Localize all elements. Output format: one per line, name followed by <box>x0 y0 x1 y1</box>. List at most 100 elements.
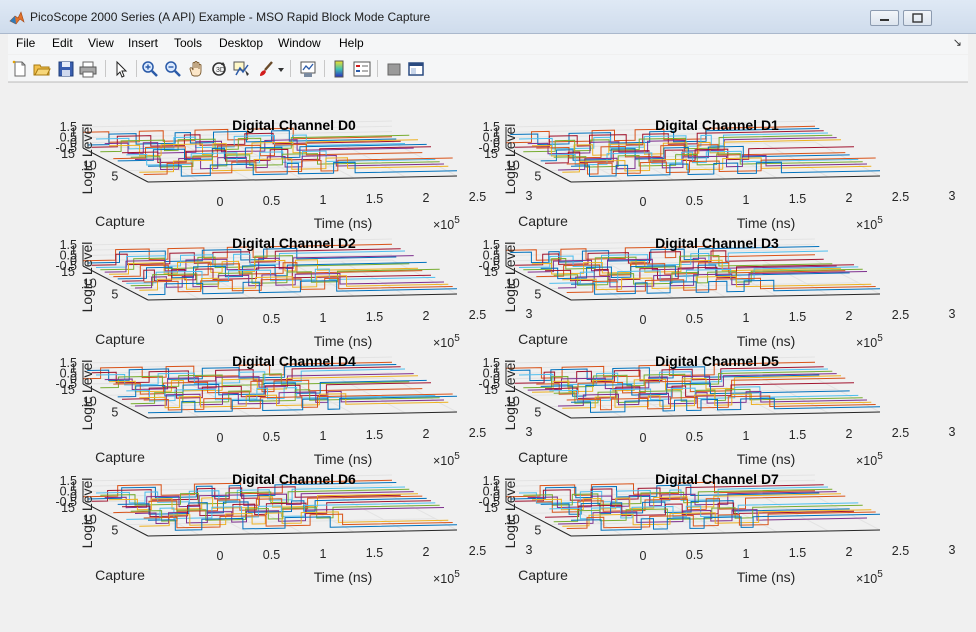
z-tick-label: -0.5 <box>55 259 77 273</box>
grid-line <box>505 356 816 364</box>
pan-hand-icon[interactable] <box>186 59 206 79</box>
x-axis-label: Time (ns) <box>737 333 796 349</box>
subplot-digital-channel-d1[interactable]: Digital Channel D1-0.500.511.5 Logic Leve… <box>478 117 955 232</box>
z-tick-label: 0.5 <box>60 249 77 263</box>
capture-trace-3 <box>557 154 868 171</box>
x-tick-label: 2 <box>423 427 430 441</box>
x-exponent-label: ×105 <box>856 333 883 350</box>
x-tick-label: 1 <box>320 429 327 443</box>
new-figure-icon[interactable] <box>10 59 30 79</box>
x-axis-line <box>147 293 458 301</box>
y-axis-label: Capture <box>518 213 568 229</box>
subplot-digital-channel-d5[interactable]: Digital Channel D5-0.500.511.5 Logic Leve… <box>478 353 955 468</box>
matlab-logo-icon <box>9 11 25 25</box>
open-file-icon[interactable] <box>32 59 52 79</box>
insert-colorbar-icon[interactable] <box>329 59 349 79</box>
grid-line <box>660 380 726 416</box>
plot-title: Digital Channel D6 <box>232 471 356 487</box>
menu-window[interactable]: Window <box>278 36 321 50</box>
capture-trace-15 <box>82 127 393 143</box>
subplot-digital-channel-d3[interactable]: Digital Channel D3-0.500.511.5 Logic Leve… <box>478 235 955 350</box>
link-plot-icon[interactable] <box>298 59 318 79</box>
grid-line <box>505 367 816 374</box>
capture-trace-14 <box>510 246 820 264</box>
x-tick-label: 2 <box>846 191 853 205</box>
x-tick-label: 1.5 <box>789 546 806 560</box>
subplot-digital-channel-d7[interactable]: Digital Channel D7-0.500.511.5 Logic Leve… <box>478 471 955 586</box>
capture-trace-15 <box>82 361 393 380</box>
capture-trace-10 <box>104 139 414 155</box>
capture-trace-8 <box>536 495 846 513</box>
capture-trace-0 <box>147 395 458 414</box>
edit-plot-arrow-icon[interactable] <box>111 59 131 79</box>
grid-line <box>505 249 816 256</box>
y-tick-label: 5 <box>111 524 118 538</box>
y-tick-label: 10 <box>83 512 97 526</box>
capture-trace-6 <box>121 146 432 164</box>
print-icon[interactable] <box>78 59 98 79</box>
subplot-digital-channel-d4[interactable]: Digital Channel D4-0.500.511.5 Logic Leve… <box>55 353 532 468</box>
z-tick-label: 1.5 <box>483 238 500 252</box>
x-tick-label: 0.5 <box>263 548 280 562</box>
rotate-3d-icon[interactable]: 3D <box>209 59 229 79</box>
zoom-in-icon[interactable] <box>140 59 160 79</box>
y-tick-label: 15 <box>484 147 498 161</box>
grid-line <box>82 367 393 374</box>
maximize-button[interactable] <box>903 10 932 26</box>
minimize-button[interactable] <box>870 10 899 26</box>
menu-tools[interactable]: Tools <box>174 36 203 50</box>
plot-title: Digital Channel D1 <box>655 117 779 133</box>
hide-plot-tools-icon[interactable] <box>384 59 404 79</box>
figure-canvas[interactable]: Digital Channel D0 -0.5 0 0.5 1 1.5 Logic Leve… <box>8 82 968 625</box>
capture-trace-12 <box>518 368 829 386</box>
grid-line <box>82 131 393 138</box>
subplot-digital-channel-d6[interactable]: Digital Channel D6-0.500.511.5 Logic Leve… <box>55 471 532 586</box>
insert-legend-icon[interactable] <box>352 59 372 79</box>
z-tick-label: 0 <box>70 490 77 504</box>
menu-edit[interactable]: Edit <box>52 36 73 50</box>
z-axis-label: Logic Level <box>79 242 95 313</box>
x-axis-label: Time (ns) <box>314 215 373 231</box>
x-tick-label: 0 <box>640 549 647 563</box>
z-tick-label: 0 <box>493 372 500 386</box>
z-tick-label: 0.5 <box>483 249 500 263</box>
capture-trace-13 <box>514 484 824 502</box>
brush-dropdown-icon[interactable] <box>276 59 286 79</box>
dock-figure-icon[interactable]: ↘ <box>952 37 962 49</box>
x-tick-label: 3 <box>949 543 956 557</box>
plot-title: Digital Channel D5 <box>655 353 779 369</box>
subplot-digital-channel-d2[interactable]: Digital Channel D2-0.500.511.5 Logic Leve… <box>55 235 532 350</box>
x-tick-label: 2 <box>423 309 430 323</box>
subplot-digital-channel-d0[interactable]: Digital Channel D0-0.500.511.5 Logic Leve… <box>55 117 532 232</box>
menu-view[interactable]: View <box>88 36 114 50</box>
y-tick-label: 5 <box>534 170 541 184</box>
x-tick-label: 0 <box>217 313 224 327</box>
grid-line <box>82 120 393 128</box>
zoom-out-icon[interactable] <box>163 59 183 79</box>
x-tick-label: 2.5 <box>892 426 909 440</box>
x-tick-label: 2 <box>846 427 853 441</box>
capture-trace-13 <box>91 486 401 502</box>
capture-trace-2 <box>562 509 872 527</box>
x-tick-label: 2.5 <box>892 308 909 322</box>
save-icon[interactable] <box>56 59 76 79</box>
menu-help[interactable]: Help <box>339 36 364 50</box>
data-cursor-icon[interactable] <box>232 59 252 79</box>
show-plot-tools-icon[interactable] <box>406 59 426 79</box>
y-tick-label: 15 <box>61 265 75 279</box>
menu-desktop[interactable]: Desktop <box>219 36 264 50</box>
window-title-bar: PicoScope 2000 Series (A API) Example - … <box>0 0 976 34</box>
menu-insert[interactable]: Insert <box>128 36 159 50</box>
x-tick-label: 2 <box>846 309 853 323</box>
x-tick-label: 0.5 <box>263 312 280 326</box>
brush-icon[interactable] <box>256 59 276 79</box>
z-tick-label: 1 <box>493 361 500 375</box>
capture-trace-1 <box>143 277 453 293</box>
capture-trace-7 <box>117 379 427 398</box>
menu-file[interactable]: File <box>16 36 36 50</box>
x-tick-label: 0.5 <box>686 430 703 444</box>
capture-trace-15 <box>82 243 393 262</box>
capture-trace-14 <box>87 130 397 146</box>
capture-trace-10 <box>104 491 414 509</box>
capture-trace-8 <box>113 379 423 395</box>
